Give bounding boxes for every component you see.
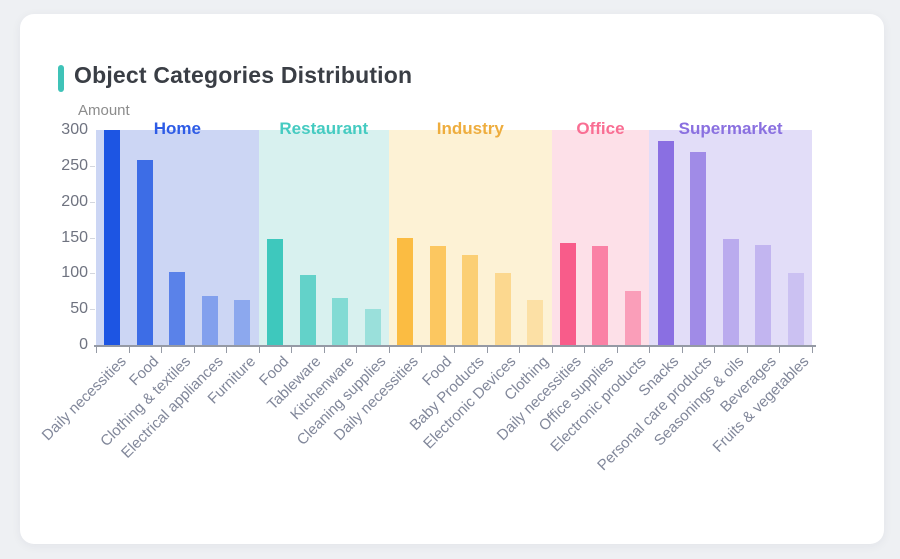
x-tick-mark (96, 347, 97, 353)
y-tick-label: 150 (61, 228, 88, 246)
x-tick-mark (649, 347, 651, 353)
x-tick-mark (193, 347, 195, 353)
bar-industry-2[interactable] (429, 246, 446, 345)
y-tick-mark (90, 237, 95, 239)
x-tick-mark (812, 347, 813, 353)
bar-industry-1[interactable] (397, 237, 414, 345)
group-label-restaurant: Restaurant (279, 119, 369, 138)
y-tick-label: 200 (61, 192, 88, 210)
chart-title: Object Categories Distribution (74, 62, 413, 88)
bar-home-4[interactable] (201, 295, 218, 345)
x-tick-mark (486, 347, 488, 353)
bar-industry-5[interactable] (527, 299, 544, 345)
group-band-supermarket (649, 130, 812, 345)
bar-restaurant-1[interactable] (267, 238, 283, 345)
y-tick-mark (90, 309, 95, 311)
x-axis-line (94, 345, 816, 347)
group-label-home: Home (153, 119, 201, 138)
y-tick-label: 250 (61, 156, 88, 174)
bar-office-1[interactable] (559, 243, 576, 345)
x-tick-mark (356, 347, 358, 353)
y-tick-label: 300 (61, 121, 88, 138)
bar-restaurant-3[interactable] (332, 298, 349, 345)
y-tick-label: 50 (70, 300, 88, 318)
bar-restaurant-2[interactable] (299, 275, 316, 345)
x-tick-mark (388, 347, 390, 353)
bar-office-2[interactable] (592, 246, 609, 345)
bar-supermarket-1[interactable] (657, 140, 674, 345)
x-tick-mark (454, 347, 455, 353)
x-tick-mark (714, 347, 716, 353)
y-tick-label: 100 (61, 264, 88, 282)
y-tick-mark (90, 165, 95, 167)
bar-supermarket-2[interactable] (690, 151, 707, 345)
x-tick-mark (258, 347, 260, 353)
bar-home-3[interactable] (169, 271, 186, 345)
bar-supermarket-4[interactable] (755, 244, 772, 345)
x-tick-mark (291, 347, 293, 353)
group-label-office: Office (576, 119, 625, 138)
chart-card: Object Categories Distribution Amount Ho… (20, 14, 884, 544)
bar-home-2[interactable] (136, 160, 153, 345)
y-tick-label: 0 (79, 336, 88, 353)
x-tick-mark (616, 347, 618, 353)
x-tick-mark (584, 347, 586, 353)
bar-supermarket-3[interactable] (722, 238, 739, 345)
y-axis-name: Amount (78, 102, 130, 119)
y-tick-mark (90, 273, 95, 275)
bar-industry-4[interactable] (494, 273, 511, 345)
x-tick-mark (519, 347, 521, 353)
x-tick-mark (681, 347, 683, 353)
x-tick-mark (746, 347, 748, 353)
title-accent-bar (58, 65, 64, 92)
bar-industry-3[interactable] (462, 255, 479, 345)
x-tick-mark (128, 347, 130, 353)
x-tick-mark (779, 347, 781, 353)
group-label-supermarket: Supermarket (678, 119, 783, 138)
bar-home-5[interactable] (234, 299, 251, 345)
x-tick-mark (161, 347, 163, 353)
y-tick-mark (90, 201, 95, 203)
bar-supermarket-5[interactable] (787, 273, 804, 345)
bar-restaurant-4[interactable] (364, 309, 381, 345)
bar-office-3[interactable] (625, 291, 641, 345)
x-tick-mark (421, 347, 423, 353)
group-label-industry: Industry (436, 119, 504, 138)
x-tick-mark (323, 347, 325, 353)
x-tick-mark (551, 347, 553, 353)
x-tick-mark (226, 347, 228, 353)
bar-home-1[interactable] (104, 130, 121, 345)
